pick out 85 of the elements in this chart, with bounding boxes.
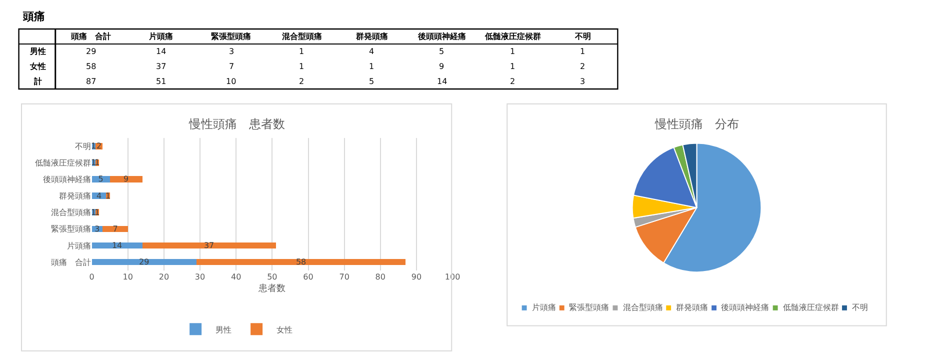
data-label: 5 — [439, 47, 444, 56]
x-tick-label: 80 — [375, 272, 386, 282]
data-label: 10 — [226, 77, 236, 86]
legend-label: 女性 — [276, 325, 293, 334]
data-label: 29 — [139, 258, 150, 267]
bar — [102, 226, 128, 232]
data-label: 7 — [229, 62, 234, 71]
legend-label: 後頭頭神経痛 — [721, 303, 769, 312]
data-label: 87 — [86, 77, 96, 86]
data-label: 4 — [96, 191, 102, 200]
y-tick-label: 頭痛 合計 — [50, 258, 91, 267]
x-tick-label: 片頭痛 — [148, 32, 173, 41]
x-tick-label: 10 — [122, 272, 133, 282]
data-label: 58 — [86, 62, 96, 71]
data-label: 1 — [94, 208, 100, 217]
chart-title: 慢性頭痛 患者数 — [188, 117, 285, 131]
data-label: 4 — [369, 47, 374, 56]
data-label: 1 — [580, 47, 586, 56]
legend-label: 緊張型頭痛 — [569, 303, 609, 312]
data-label: 58 — [296, 258, 306, 267]
data-label: 5 — [98, 174, 104, 184]
legend-label: 群発頭痛 — [676, 303, 708, 312]
chart-title: 頭痛 — [22, 10, 45, 23]
data-label: 1 — [299, 47, 304, 56]
legend-label: 混合型頭痛 — [623, 303, 663, 312]
x-tick-label: 0 — [89, 272, 94, 282]
y-tick-label: 不明 — [74, 142, 91, 151]
legend-label: 男性 — [216, 325, 232, 334]
data-label: 14 — [112, 240, 122, 250]
data-label: 7 — [112, 224, 118, 234]
bar — [92, 258, 196, 266]
legend-label: 片頭痛 — [532, 303, 556, 312]
bar — [110, 176, 142, 182]
data-label: 51 — [156, 77, 166, 86]
data-label: 9 — [439, 62, 444, 71]
data-label: 2 — [510, 77, 516, 86]
y-tick-label: 計 — [33, 77, 42, 86]
x-tick-label: 30 — [194, 272, 206, 282]
legend-label: 不明 — [852, 303, 868, 312]
data-label: 2 — [580, 62, 586, 71]
x-tick-label: 不明 — [574, 32, 591, 41]
data-label: 5 — [369, 77, 374, 86]
data-label: 9 — [124, 174, 129, 184]
y-tick-label: 後頭頭神経痛 — [42, 175, 91, 184]
data-label: 14 — [437, 77, 448, 86]
data-label: 1 — [105, 191, 111, 200]
bar — [142, 242, 276, 249]
x-tick-label: 90 — [411, 272, 422, 282]
x-axis-title: 患者数 — [258, 283, 286, 294]
x-tick-label: 100 — [444, 272, 460, 282]
x-tick-label: 60 — [303, 272, 314, 282]
data-label: 3 — [580, 77, 586, 86]
data-label: 3 — [94, 224, 100, 234]
x-tick-label: 後頭頭神経痛 — [417, 32, 466, 41]
y-tick-label: 女性 — [29, 62, 46, 71]
data-label: 2 — [96, 142, 102, 151]
x-tick-label: 40 — [231, 272, 242, 282]
data-label: 1 — [510, 62, 516, 71]
x-tick-label: 低髄液圧症候群 — [484, 32, 541, 41]
data-label: 1 — [299, 62, 304, 71]
data-label: 1 — [94, 158, 100, 168]
data-label: 1 — [510, 47, 516, 56]
x-tick-label: 70 — [339, 272, 350, 282]
data-label: 2 — [299, 77, 304, 86]
x-tick-label: 20 — [158, 272, 170, 282]
legend-label: 低髄液圧症候群 — [783, 303, 839, 312]
y-tick-label: 混合型頭痛 — [50, 208, 91, 218]
y-tick-label: 群発頭痛 — [58, 192, 91, 201]
data-label: 29 — [86, 47, 96, 56]
x-tick-label: 50 — [267, 272, 278, 282]
x-tick-label: 緊張型頭痛 — [211, 32, 251, 41]
y-tick-label: 片頭痛 — [66, 241, 91, 250]
x-tick-label: 群発頭痛 — [355, 32, 388, 41]
chart-title: 慢性頭痛 分布 — [654, 117, 739, 131]
data-label: 1 — [369, 62, 374, 71]
y-tick-label: 緊張型頭痛 — [50, 224, 91, 234]
bar — [196, 258, 406, 266]
x-tick-label: 混合型頭痛 — [281, 32, 322, 41]
bar — [92, 176, 110, 182]
data-label: 37 — [204, 240, 214, 250]
data-label: 37 — [156, 62, 166, 71]
data-label: 14 — [156, 47, 166, 56]
data-label: 3 — [229, 47, 234, 56]
y-tick-label: 低髄液圧症候群 — [34, 158, 91, 168]
y-tick-label: 男性 — [29, 47, 46, 56]
